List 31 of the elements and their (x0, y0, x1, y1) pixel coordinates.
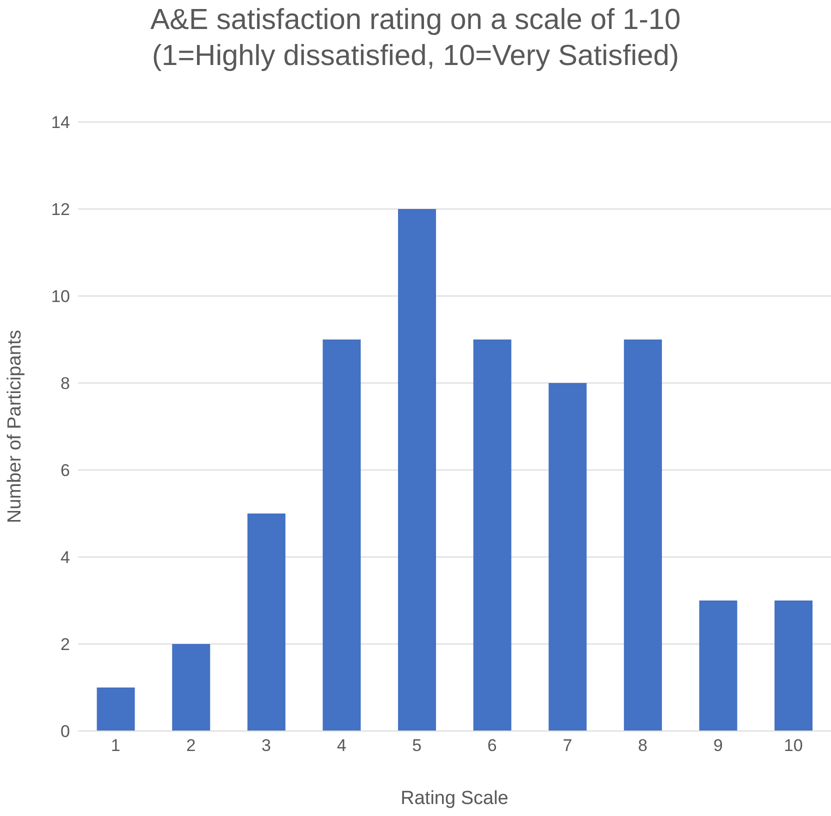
y-tick-label: 2 (60, 635, 70, 654)
x-tick-label: 9 (713, 736, 723, 756)
x-axis-title: Rating Scale (400, 788, 508, 809)
x-tick-label: 4 (336, 736, 346, 756)
y-tick-label: 0 (60, 722, 70, 742)
x-tick-label: 3 (262, 736, 271, 756)
x-tick-label: 1 (110, 736, 120, 756)
y-axis-title: Number of Participants (4, 330, 26, 524)
x-tick-label: 5 (412, 736, 422, 756)
chart-title: A&E satisfaction rating on a scale of 1-10 (1=Highly dissatisfied, 10=Very Satisfied) (149, 3, 682, 74)
x-tick-label: 2 (186, 736, 196, 756)
bar (624, 340, 662, 731)
bar (322, 340, 361, 731)
bar (774, 600, 813, 731)
bar (96, 688, 135, 731)
x-tick-label: 6 (487, 736, 497, 756)
y-tick-label: 6 (60, 461, 70, 480)
y-tick-label: 12 (51, 200, 70, 220)
bar (473, 340, 512, 731)
bar (699, 600, 738, 731)
x-tick-label: 7 (562, 736, 572, 756)
x-tick-label: 8 (638, 736, 648, 756)
y-tick-label: 10 (51, 287, 70, 306)
y-tick-label: 4 (60, 548, 70, 568)
x-tick-label: 10 (784, 736, 803, 756)
y-tick-label: 8 (60, 374, 70, 394)
bar (247, 514, 286, 731)
y-tick-label: 14 (51, 113, 70, 132)
bar (548, 383, 587, 731)
bar (398, 209, 436, 731)
bar (172, 644, 210, 731)
